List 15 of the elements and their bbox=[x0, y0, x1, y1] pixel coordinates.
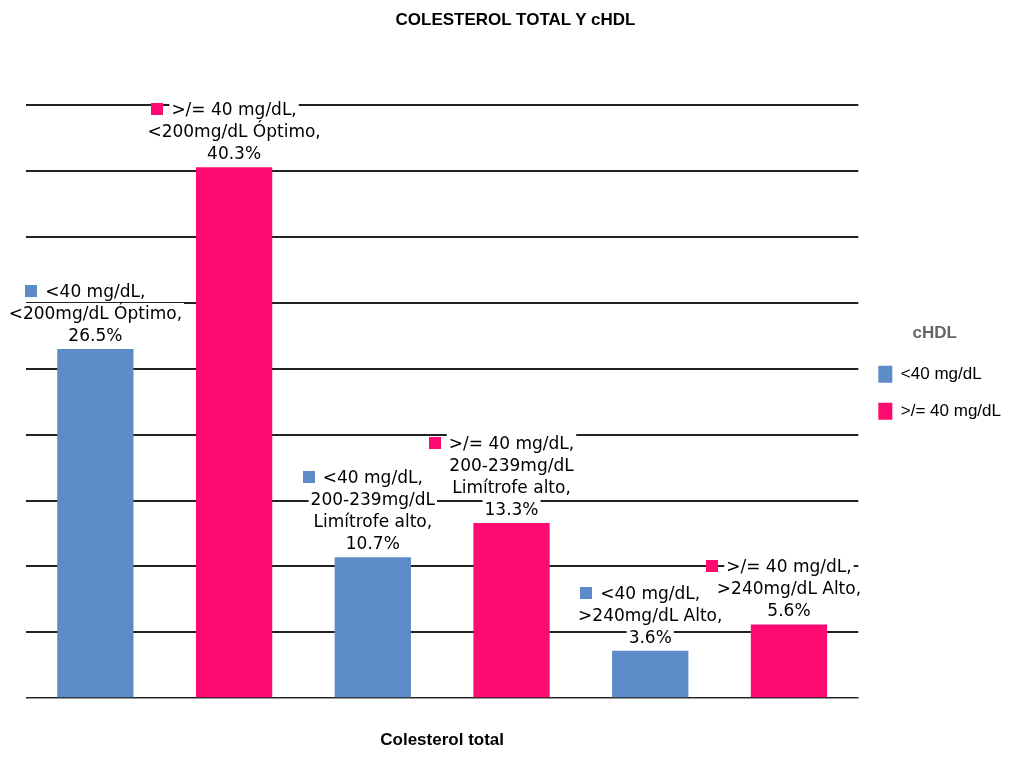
legend-title: cHDL bbox=[912, 323, 957, 343]
legend-label: >/= 40 mg/dL bbox=[900, 400, 1002, 420]
data-label: >/= 40 mg/dL, <200mg/dL Óptimo, 40.3% bbox=[147, 99, 321, 164]
data-label: <40 mg/dL, <200mg/dL Óptimo, 26.5% bbox=[8, 281, 183, 346]
x-axis-title: Colesterol total bbox=[380, 730, 505, 750]
bar bbox=[473, 523, 550, 698]
data-label: <40 mg/dL, 200-239mg/dL Limítrofe alto, 10.7% bbox=[310, 467, 436, 554]
bar bbox=[750, 624, 828, 698]
chart-title: COLESTEROL TOTAL Y cHDL bbox=[395, 9, 636, 29]
bar bbox=[612, 650, 689, 698]
bar bbox=[195, 167, 273, 698]
bar bbox=[57, 349, 134, 698]
legend-label: <40 mg/dL bbox=[900, 363, 982, 383]
bar bbox=[334, 557, 411, 698]
data-label: >/= 40 mg/dL, 200-239mg/dL Limítrofe alto, 13.3% bbox=[448, 432, 575, 519]
